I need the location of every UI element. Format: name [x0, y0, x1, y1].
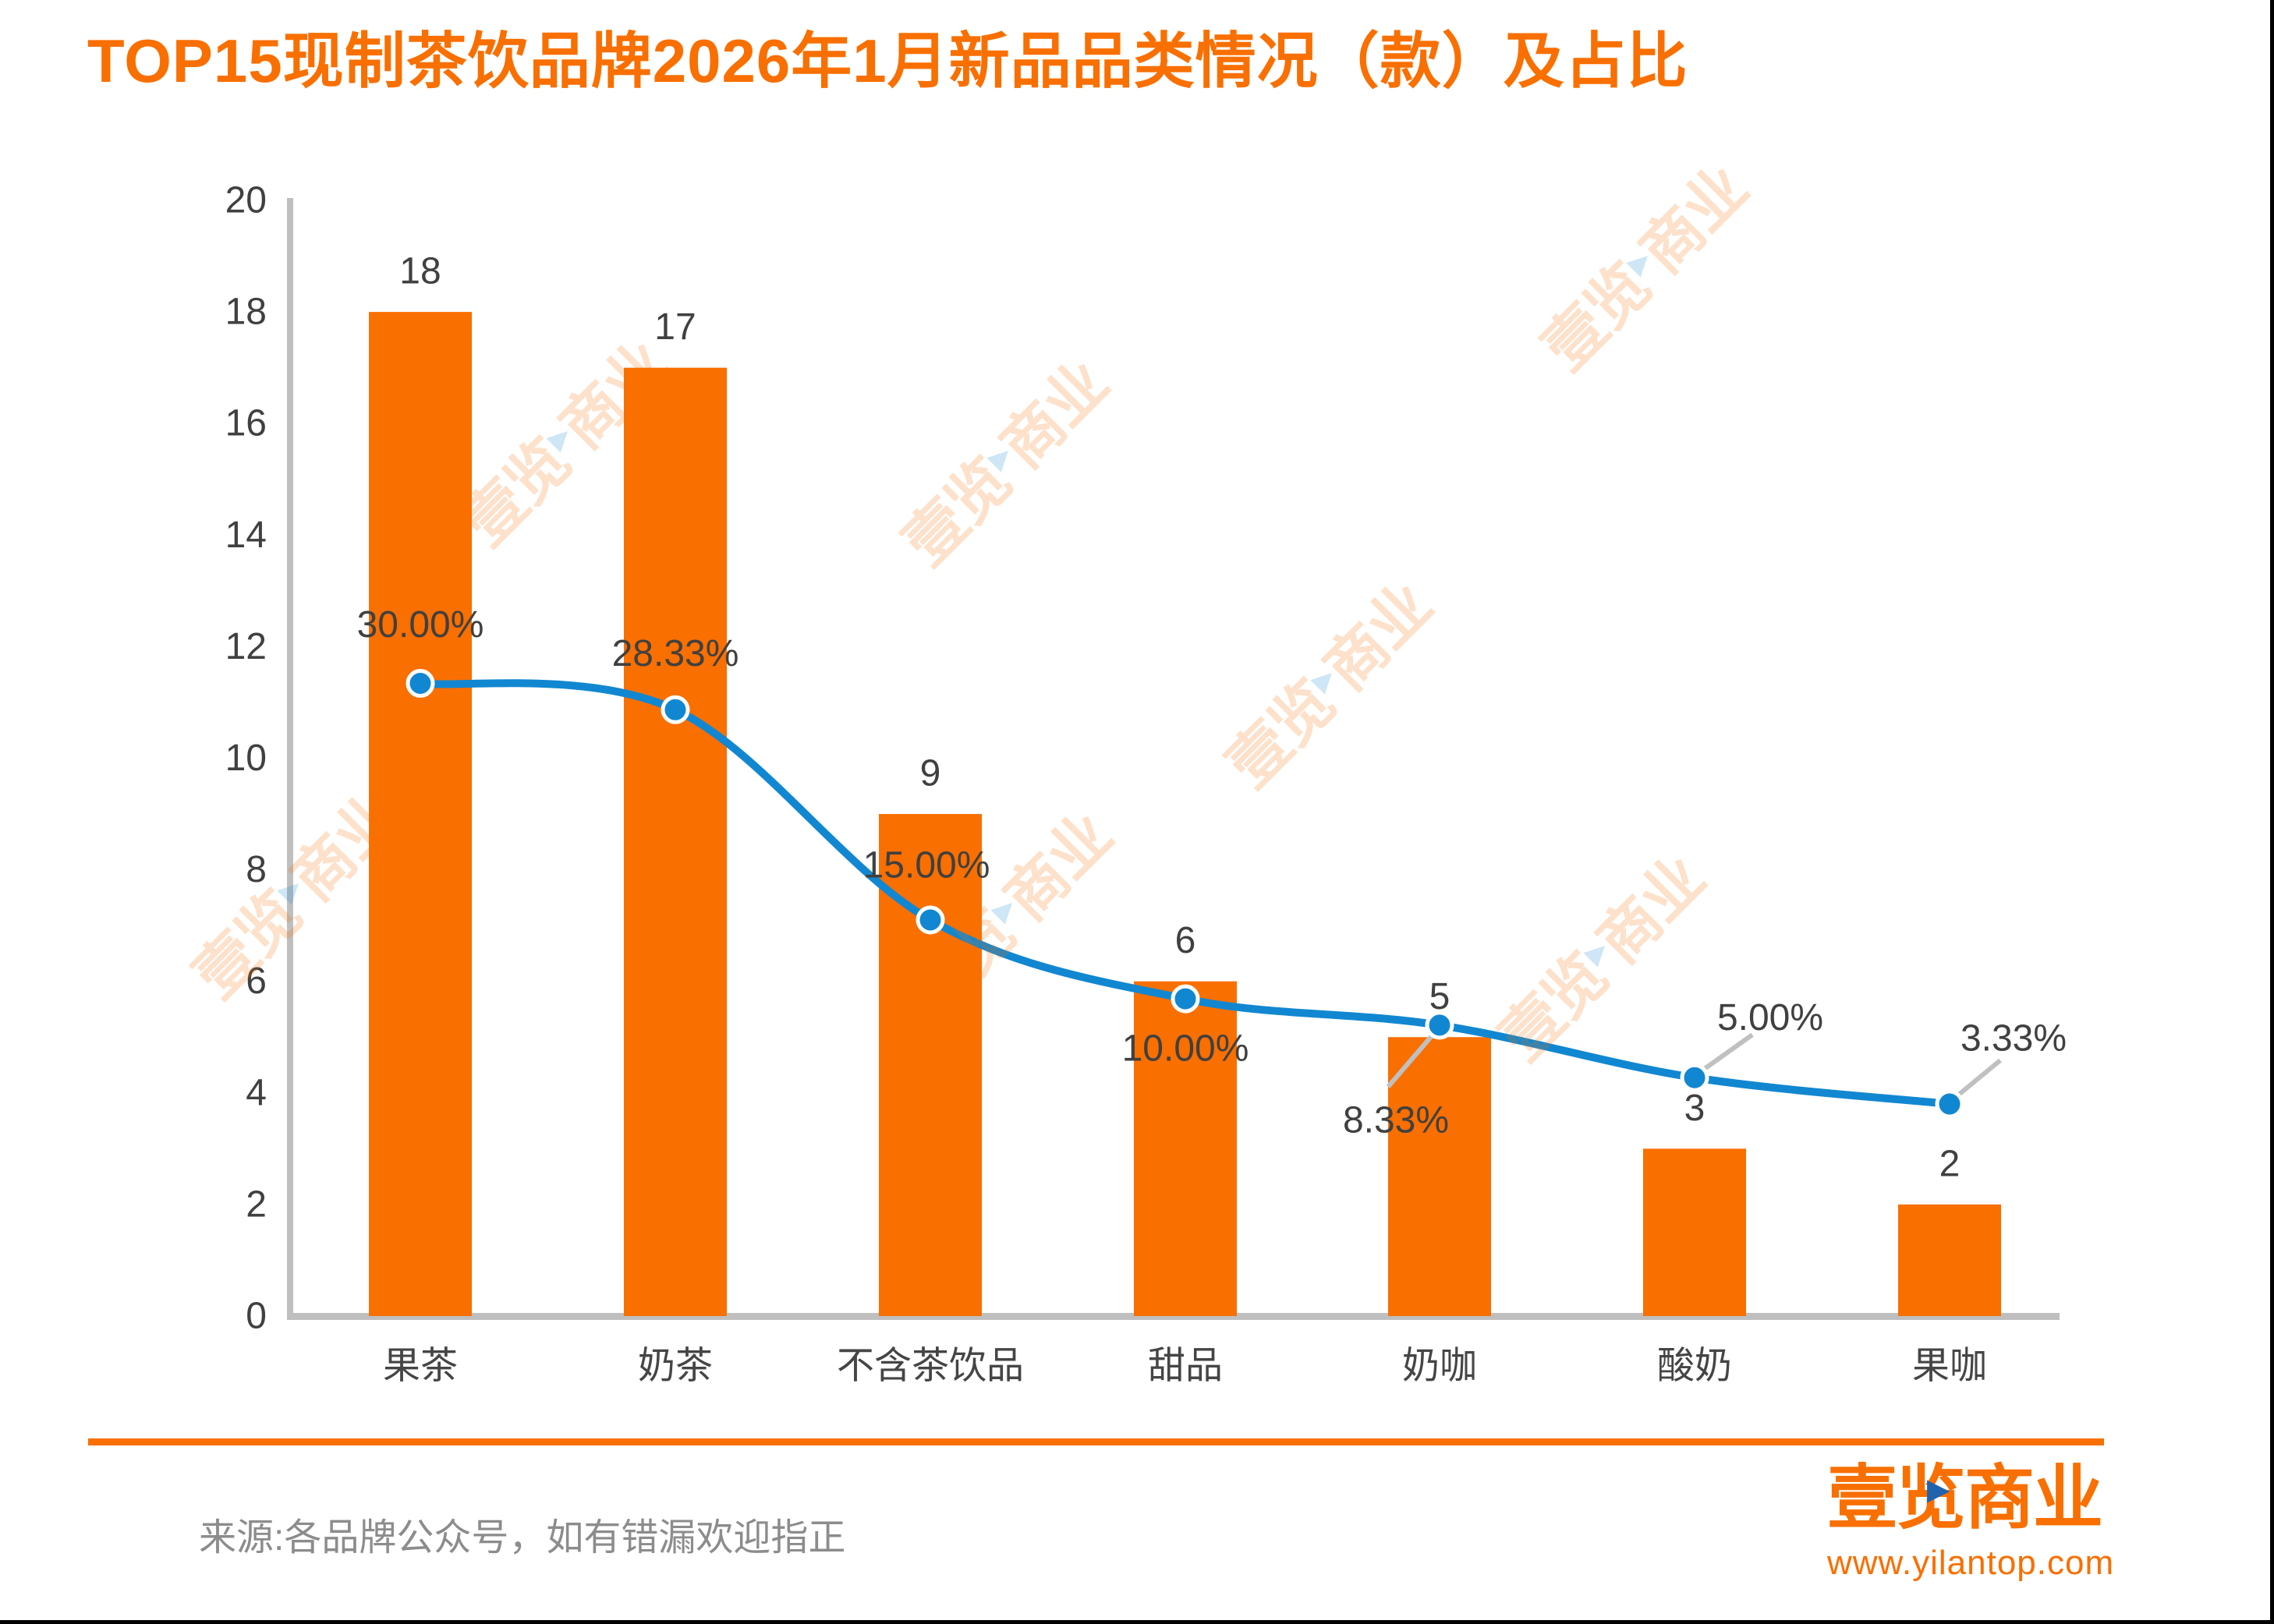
source-note: 来源:各品牌公众号，如有错漏欢迎指正: [199, 1517, 846, 1559]
percent-label: 15.00%: [863, 844, 990, 886]
page-title: TOP15现制茶饮品牌2026年1月新品品类情况（款）及占比: [87, 27, 1688, 95]
bar-value-label: 5: [1429, 976, 1450, 1017]
brand-logo: 壹览商业 ▶ www.yilantop.com: [1827, 1459, 2115, 1583]
category-label: 不含茶饮品: [837, 1346, 1024, 1387]
bar: [369, 312, 472, 1317]
data-point: [661, 695, 690, 724]
brand-logo-characters: 壹览商业: [1827, 1459, 2103, 1537]
category-label: 奶咖: [1402, 1346, 1477, 1387]
y-tick-label: 14: [225, 515, 267, 556]
brand-logo-text: 壹览商业 ▶: [1827, 1459, 2108, 1537]
percent-label: 30.00%: [357, 604, 484, 646]
y-tick-label: 16: [225, 403, 267, 444]
bar: [624, 367, 727, 1316]
bottom-border: [0, 1620, 2274, 1624]
y-tick-label: 12: [225, 626, 267, 667]
data-point: [1425, 1010, 1454, 1040]
y-tick-label: 10: [225, 738, 267, 779]
y-axis-line: [287, 198, 293, 1319]
category-label: 果茶: [383, 1346, 458, 1387]
leader-line: [1954, 1058, 2002, 1099]
data-point: [1680, 1063, 1709, 1092]
percent-label: 28.33%: [612, 633, 739, 674]
y-tick-label: 8: [246, 849, 267, 890]
bar: [1898, 1204, 2001, 1316]
bar: [1388, 1037, 1491, 1316]
bar: [879, 814, 982, 1316]
y-tick-label: 6: [246, 961, 267, 1002]
leader-line: [1699, 1032, 1754, 1074]
y-tick-label: 4: [246, 1072, 267, 1113]
bar: [1643, 1148, 1746, 1316]
y-tick-label: 2: [246, 1184, 267, 1225]
percent-label: 5.00%: [1717, 997, 1823, 1038]
data-point: [406, 669, 435, 698]
percent-label: 8.33%: [1343, 1099, 1449, 1141]
percent-label: 10.00%: [1122, 1028, 1249, 1070]
category-label: 奶茶: [638, 1346, 713, 1387]
play-triangle-icon: ▶: [1927, 1474, 1950, 1506]
bar: [1134, 981, 1237, 1316]
bar-value-label: 2: [1939, 1143, 1961, 1184]
bar-value-label: 17: [654, 306, 696, 348]
y-tick-label: 20: [225, 180, 267, 221]
data-point: [916, 905, 945, 935]
right-border: [2270, 0, 2274, 1624]
footer-divider: [88, 1438, 2104, 1445]
brand-logo-url: www.yilantop.com: [1827, 1544, 2115, 1582]
data-point: [1171, 984, 1200, 1014]
percent-label: 3.33%: [1961, 1018, 2067, 1060]
category-label: 果咖: [1912, 1346, 1987, 1387]
y-tick-label: 0: [246, 1296, 267, 1337]
leader-line: [1386, 1029, 1438, 1088]
y-tick-label: 18: [225, 292, 267, 333]
category-label: 甜品: [1148, 1346, 1223, 1387]
bar-value-label: 9: [920, 753, 941, 794]
category-label: 酸奶: [1657, 1346, 1732, 1387]
bar-value-label: 6: [1175, 920, 1196, 961]
data-point: [1935, 1089, 1964, 1119]
x-axis-line: [287, 1313, 2060, 1320]
bar-value-label: 18: [399, 251, 441, 292]
bar-value-label: 3: [1684, 1088, 1705, 1129]
